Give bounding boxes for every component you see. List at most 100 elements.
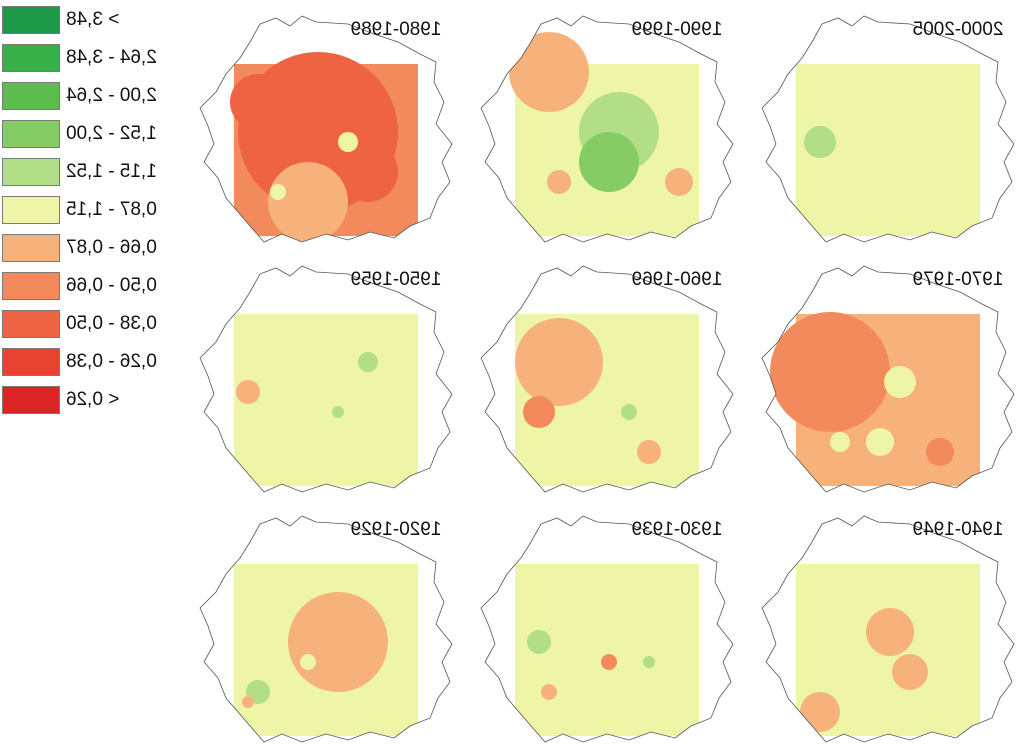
country-outline — [199, 265, 453, 493]
map-panel: 1940-1949 — [760, 512, 1023, 744]
map-title: 1960-1969 — [631, 269, 723, 290]
legend-swatch — [2, 196, 60, 224]
legend-label: 0,50 - 0,66 — [66, 275, 157, 296]
legend-label: 0,87 - 1,15 — [66, 199, 157, 220]
country-outline — [761, 15, 1015, 243]
map-patch — [268, 162, 348, 242]
map-surface — [234, 314, 418, 486]
country-outline — [199, 15, 453, 243]
legend-item: 2,00 - 2,64 — [2, 80, 177, 118]
legend-swatch — [2, 44, 60, 72]
map-panel: 1980-1989 — [198, 12, 474, 244]
legend-swatch — [2, 120, 60, 148]
map-patch — [541, 684, 557, 700]
map-patch — [523, 396, 555, 428]
legend-item: < 0,26 — [2, 384, 177, 422]
legend-label: > 3,48 — [66, 9, 120, 30]
country-outline — [199, 515, 453, 743]
legend-label: < 0,26 — [66, 389, 120, 410]
legend-swatch — [2, 158, 60, 186]
map-patch — [338, 142, 398, 202]
map-patch — [515, 318, 603, 406]
map-title: 1950-1959 — [350, 269, 442, 290]
map-patch — [270, 184, 286, 200]
map-title: 1940-1949 — [912, 519, 1004, 540]
map-patch — [926, 438, 954, 466]
map-title: 1920-1929 — [350, 519, 442, 540]
map-svg — [480, 515, 734, 743]
map-svg — [761, 15, 1015, 243]
legend-item: 0,87 - 1,15 — [2, 194, 177, 232]
map-patch — [643, 656, 655, 668]
map-svg — [761, 515, 1015, 743]
legend-label: 0,38 - 0,50 — [66, 313, 157, 334]
country-outline — [761, 515, 1015, 743]
map-patch — [509, 32, 589, 112]
map-patch — [804, 126, 836, 158]
map-svg — [480, 15, 734, 243]
map-patch — [866, 428, 894, 456]
map-title: 1980-1989 — [350, 19, 442, 40]
map-title: 1930-1939 — [631, 519, 723, 540]
map-patch — [332, 406, 344, 418]
map-patch — [621, 404, 637, 420]
map-patch — [300, 654, 316, 670]
legend-label: 2,00 - 2,64 — [66, 85, 157, 106]
legend-item: 0,26 - 0,38 — [2, 346, 177, 384]
legend-label: 1,52 - 2,00 — [66, 123, 157, 144]
map-patch — [800, 692, 840, 732]
country-outline — [761, 265, 1015, 493]
map-panel: 1930-1939 — [479, 512, 755, 744]
map-svg — [199, 265, 453, 493]
legend-label: 1,15 - 1,52 — [66, 161, 157, 182]
map-patch — [884, 366, 916, 398]
map-patch — [637, 440, 661, 464]
country-outline — [480, 265, 734, 493]
legend-swatch — [2, 348, 60, 376]
country-outline — [480, 15, 734, 243]
legend-swatch — [2, 82, 60, 110]
map-patch — [230, 74, 286, 130]
map-patch — [770, 312, 890, 432]
map-svg — [199, 15, 453, 243]
map-patch — [242, 696, 254, 708]
map-panel: 1960-1969 — [479, 262, 755, 494]
map-patch — [547, 170, 571, 194]
legend-swatch — [2, 234, 60, 262]
map-panel: 1990-1999 — [479, 12, 755, 244]
legend-item: 1,52 - 2,00 — [2, 118, 177, 156]
map-svg — [199, 515, 453, 743]
legend-item: > 3,48 — [2, 4, 177, 42]
map-patch — [527, 630, 551, 654]
map-title: 1990-1999 — [631, 19, 723, 40]
map-patch — [579, 132, 639, 192]
map-patch — [830, 432, 850, 452]
map-patch — [601, 654, 617, 670]
legend-item: 0,38 - 0,50 — [2, 308, 177, 346]
legend-label: 2,64 - 3,48 — [66, 47, 157, 68]
map-patch — [892, 654, 928, 690]
map-patch — [288, 592, 388, 692]
map-patch — [236, 380, 260, 404]
legend-label: 0,66 - 0,87 — [66, 237, 157, 258]
legend-swatch — [2, 272, 60, 300]
legend-item: 0,50 - 0,66 — [2, 270, 177, 308]
legend-label: 0,26 - 0,38 — [66, 351, 157, 372]
legend-item: 0,66 - 0,87 — [2, 232, 177, 270]
map-panel: 1920-1929 — [198, 512, 474, 744]
legend-swatch — [2, 386, 60, 414]
legend-swatch — [2, 310, 60, 338]
legend-item: 1,15 - 1,52 — [2, 156, 177, 194]
legend-item: 2,64 - 3,48 — [2, 42, 177, 80]
map-title: 2000-2005 — [912, 19, 1004, 40]
map-patch — [338, 132, 358, 152]
legend-swatch — [2, 6, 60, 34]
map-patch — [866, 608, 914, 656]
legend: > 3,48 2,64 - 3,48 2,00 - 2,64 1,52 - 2,… — [2, 4, 177, 424]
map-panel: 2000-2005 — [760, 12, 1023, 244]
map-panel: 1950-1959 — [198, 262, 474, 494]
map-svg — [480, 265, 734, 493]
map-title: 1970-1979 — [912, 269, 1004, 290]
map-panel: 1970-1979 — [760, 262, 1023, 494]
country-outline — [480, 515, 734, 743]
